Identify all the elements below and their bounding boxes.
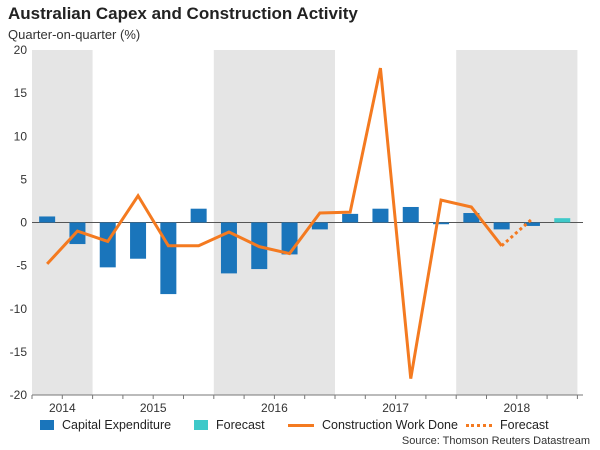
legend-label-construction: Construction Work Done (322, 418, 458, 432)
chart-title: Australian Capex and Construction Activi… (8, 4, 358, 23)
capex-bar (311, 222, 328, 230)
legend-label-construction-forecast: Forecast (500, 418, 549, 432)
capex-bar (372, 208, 389, 223)
capex-bar (463, 213, 480, 223)
legend: Capital Expenditure Forecast Constructio… (0, 418, 600, 434)
x-year-label-2018: 2018 (503, 401, 530, 415)
capex-bar (190, 208, 207, 223)
y-tick-label: -15 (10, 345, 28, 359)
y-tick-label: 0 (20, 216, 27, 230)
y-tick-label: 5 (20, 172, 27, 186)
legend-swatch-capex (40, 420, 54, 430)
y-tick-label: -5 (16, 259, 27, 273)
y-tick-label: -20 (10, 388, 28, 402)
y-tick-label: 20 (14, 43, 28, 57)
legend-item-capex: Capital Expenditure (40, 418, 171, 432)
capex-bar (523, 222, 540, 226)
capex-bar (160, 222, 177, 295)
capex-bar (342, 213, 359, 223)
legend-item-construction: Construction Work Done (288, 418, 458, 432)
capex-forecast-bar (554, 218, 571, 223)
capex-bar (433, 222, 450, 225)
source-note: Source: Thomson Reuters Datastream (401, 435, 590, 447)
legend-label-capex-forecast: Forecast (216, 418, 265, 432)
chart-plot: -20 -15 -10 -5 0 5 10 15 20 2014 2015 2016 2017 2018 (10, 43, 583, 415)
capex-bar (220, 222, 237, 274)
capex-bar (493, 222, 510, 230)
x-year-label-2015: 2015 (140, 401, 167, 415)
x-year-label-2014: 2014 (49, 401, 76, 415)
capex-bar (99, 222, 116, 268)
capex-bar (130, 222, 147, 259)
y-tick-label: 15 (14, 86, 28, 100)
legend-item-capex-forecast: Forecast (194, 418, 265, 432)
chart-subtitle: Quarter-on-quarter (%) (8, 27, 141, 42)
x-year-label-2017: 2017 (382, 401, 409, 415)
construction-forecast-line (500, 217, 533, 247)
legend-swatch-capex-forecast (194, 420, 208, 430)
legend-label-capex: Capital Expenditure (62, 418, 172, 432)
y-tick-label: 10 (14, 129, 28, 143)
legend-item-construction-forecast: Forecast (466, 418, 549, 432)
construction-line (46, 67, 503, 379)
legend-swatch-construction (288, 423, 314, 427)
capex-bar (402, 206, 419, 223)
x-year-label-2016: 2016 (261, 401, 288, 415)
capex-bar (39, 216, 56, 223)
capex-bar (281, 222, 298, 255)
legend-swatch-construction-forecast (466, 423, 492, 427)
y-tick-label: -10 (10, 302, 28, 316)
